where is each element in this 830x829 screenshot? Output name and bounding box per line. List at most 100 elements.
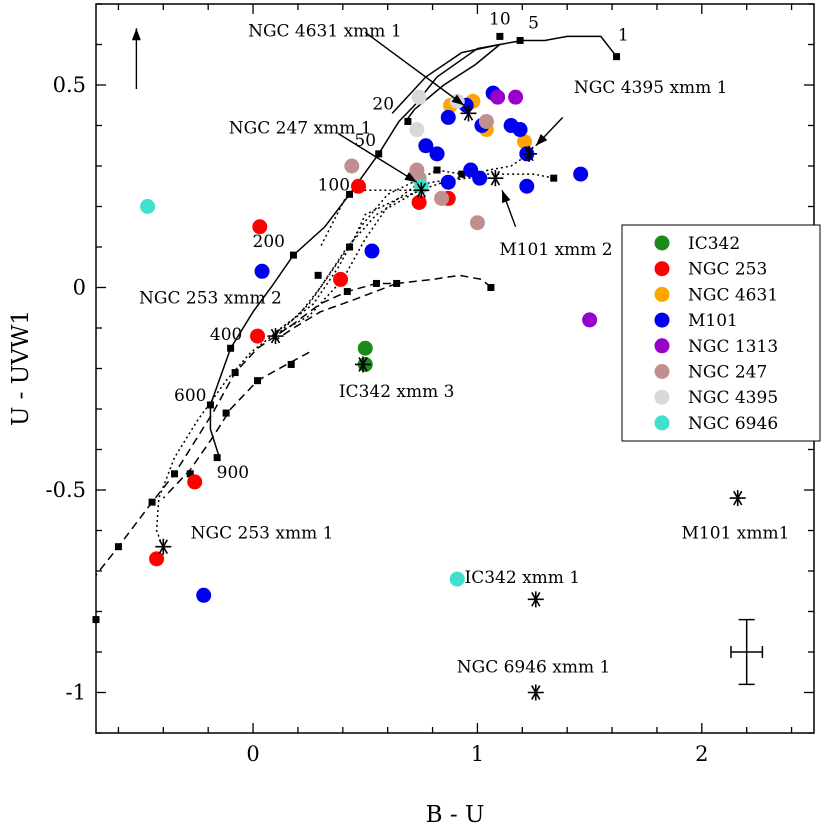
track-line-dotted <box>319 189 422 248</box>
xmm-label: IC342 xmm 3 <box>339 382 455 402</box>
track-marker <box>375 150 383 158</box>
annotation-arrow-head <box>502 190 511 204</box>
track-line-dashed <box>95 274 492 576</box>
legend-swatch <box>654 338 670 354</box>
track-marker <box>92 616 100 624</box>
age-label: 1 <box>618 25 629 45</box>
data-point <box>333 271 349 287</box>
y-tick-label: 0.5 <box>53 73 86 97</box>
data-point <box>187 474 203 490</box>
xmm-star <box>267 328 284 345</box>
data-point <box>411 194 427 210</box>
xmm-star <box>729 490 746 507</box>
xmm-star <box>527 684 544 701</box>
data-point <box>252 219 268 235</box>
xmm-label: IC342 xmm 1 <box>465 568 581 588</box>
age-label: 50 <box>354 131 376 151</box>
track-marker <box>287 360 295 368</box>
track-line-dotted <box>275 177 496 333</box>
data-point <box>250 328 266 344</box>
legend-label: NGC 4631 <box>688 285 778 305</box>
xmm-star <box>460 105 477 122</box>
model-tracks: 1 5 10 20 50 100 200 400 600 900 <box>92 9 629 624</box>
track-marker <box>346 190 354 198</box>
track-marker <box>433 166 441 174</box>
legend-swatch <box>654 286 670 302</box>
track-marker <box>289 251 297 259</box>
legend-swatch <box>654 235 670 251</box>
legend-label: NGC 253 <box>688 260 767 280</box>
legend-label: NGC 4395 <box>688 388 778 408</box>
xmm-label: NGC 4395 xmm 1 <box>574 78 728 98</box>
data-point <box>573 166 589 182</box>
data-point <box>519 178 535 194</box>
annotation-arrow <box>337 133 418 183</box>
data-point <box>140 199 156 214</box>
y-tick-label: -0.5 <box>46 478 87 502</box>
data-point <box>149 551 165 567</box>
xmm-star <box>527 591 544 608</box>
track-marker <box>171 470 179 478</box>
age-label: 200 <box>253 232 285 252</box>
data-point <box>196 587 212 603</box>
x-tick-label: 2 <box>695 742 708 766</box>
data-point <box>364 243 380 259</box>
x-tick-label: 1 <box>471 742 484 766</box>
data-point <box>411 89 427 105</box>
legend-swatch <box>654 261 670 277</box>
xmm-star <box>413 182 430 199</box>
legend: IC342 NGC 253 NGC 4631 M101 NGC 1313 NGC 247 N… <box>621 224 821 442</box>
data-point <box>490 89 506 105</box>
track-marker <box>516 36 524 44</box>
xmm-label: M101 xmm 2 <box>499 240 612 260</box>
data-point <box>472 170 488 186</box>
xmm-star <box>155 538 172 555</box>
data-point <box>449 571 465 587</box>
xmm-label: M101 xmm1 <box>682 524 790 544</box>
xmm-label: NGC 253 xmm 2 <box>139 289 282 309</box>
legend-swatch <box>654 415 670 431</box>
data-point <box>512 122 528 138</box>
annotation-arrow-head <box>404 172 417 183</box>
track-marker <box>550 174 558 182</box>
data-point <box>440 174 456 190</box>
xmm-star <box>521 145 538 162</box>
track-marker <box>114 543 122 551</box>
track-line-dotted <box>155 169 554 543</box>
y-tick-label: -1 <box>66 681 86 705</box>
legend-swatch <box>654 389 670 405</box>
age-label: 10 <box>489 9 511 29</box>
annotation-arrow <box>535 116 564 147</box>
annotation-arrow-head <box>451 94 464 106</box>
track-marker <box>613 53 621 61</box>
data-point <box>357 340 373 356</box>
track-marker <box>148 498 156 506</box>
xmm-sources: NGC 4631 xmm 1 NGC 4395 xmm 1 NGC 247 xmm … <box>131 21 790 701</box>
xmm-star <box>355 356 372 373</box>
track-marker <box>372 279 380 287</box>
track-marker <box>186 470 194 478</box>
data-point <box>418 138 434 154</box>
track-line-solid <box>391 43 501 122</box>
track-marker <box>213 454 221 462</box>
xmm-label: NGC 6946 xmm 1 <box>457 657 611 677</box>
track-marker <box>254 377 262 385</box>
legend-box <box>621 224 821 442</box>
data-point <box>344 158 360 174</box>
age-label: 400 <box>210 325 242 345</box>
annotation-arrow <box>364 31 465 106</box>
track-marker <box>346 243 354 251</box>
track-marker <box>231 369 239 377</box>
track-marker <box>343 288 351 296</box>
age-label: 900 <box>217 463 249 483</box>
data-point <box>429 146 445 162</box>
annotation-arrow <box>501 190 517 227</box>
annotation-arrow-head <box>535 133 548 146</box>
age-label: 600 <box>174 386 206 406</box>
track-marker <box>314 271 322 279</box>
data-point <box>434 190 450 206</box>
track-marker <box>227 344 235 352</box>
error-bar <box>730 618 764 686</box>
track-marker <box>496 32 504 40</box>
